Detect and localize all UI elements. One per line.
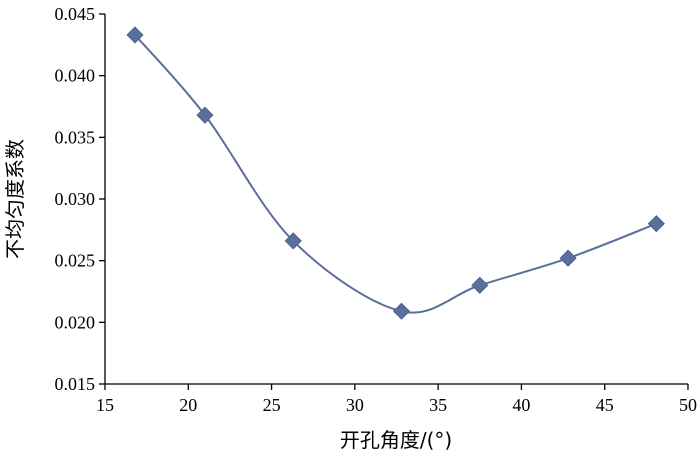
y-tick-label: 0.035 [55,127,96,147]
data-point-marker [647,215,665,233]
y-tick-label: 0.045 [55,4,96,24]
y-axis-title: 不均匀度系数 [3,139,27,259]
series-line [134,34,657,314]
data-point-marker [126,26,144,44]
y-tick-label: 0.015 [55,374,96,394]
x-tick-label: 50 [679,395,697,415]
x-tick-label: 25 [263,395,281,415]
x-tick-label: 30 [346,395,364,415]
y-axis: 0.015 0.020 0.025 0.030 0.035 0.040 0.045 [55,4,106,394]
x-tick-label: 35 [429,395,447,415]
x-axis: 15 20 25 30 35 40 45 50 [96,383,697,415]
x-tick-label: 15 [96,395,114,415]
y-tick-label: 0.040 [55,66,96,86]
data-point-marker [284,232,302,250]
y-tick-label: 0.030 [55,189,96,209]
data-point-marker [392,302,411,320]
x-tick-label: 20 [179,395,197,415]
x-tick-label: 45 [596,395,614,415]
x-axis-title: 开孔角度/(°) [340,428,452,452]
data-point-marker [471,276,489,294]
y-tick-label: 0.025 [55,251,96,271]
y-tick-label: 0.020 [55,312,96,332]
data-point-marker [559,249,577,267]
x-tick-label: 40 [512,395,530,415]
data-point-marker [196,106,214,124]
